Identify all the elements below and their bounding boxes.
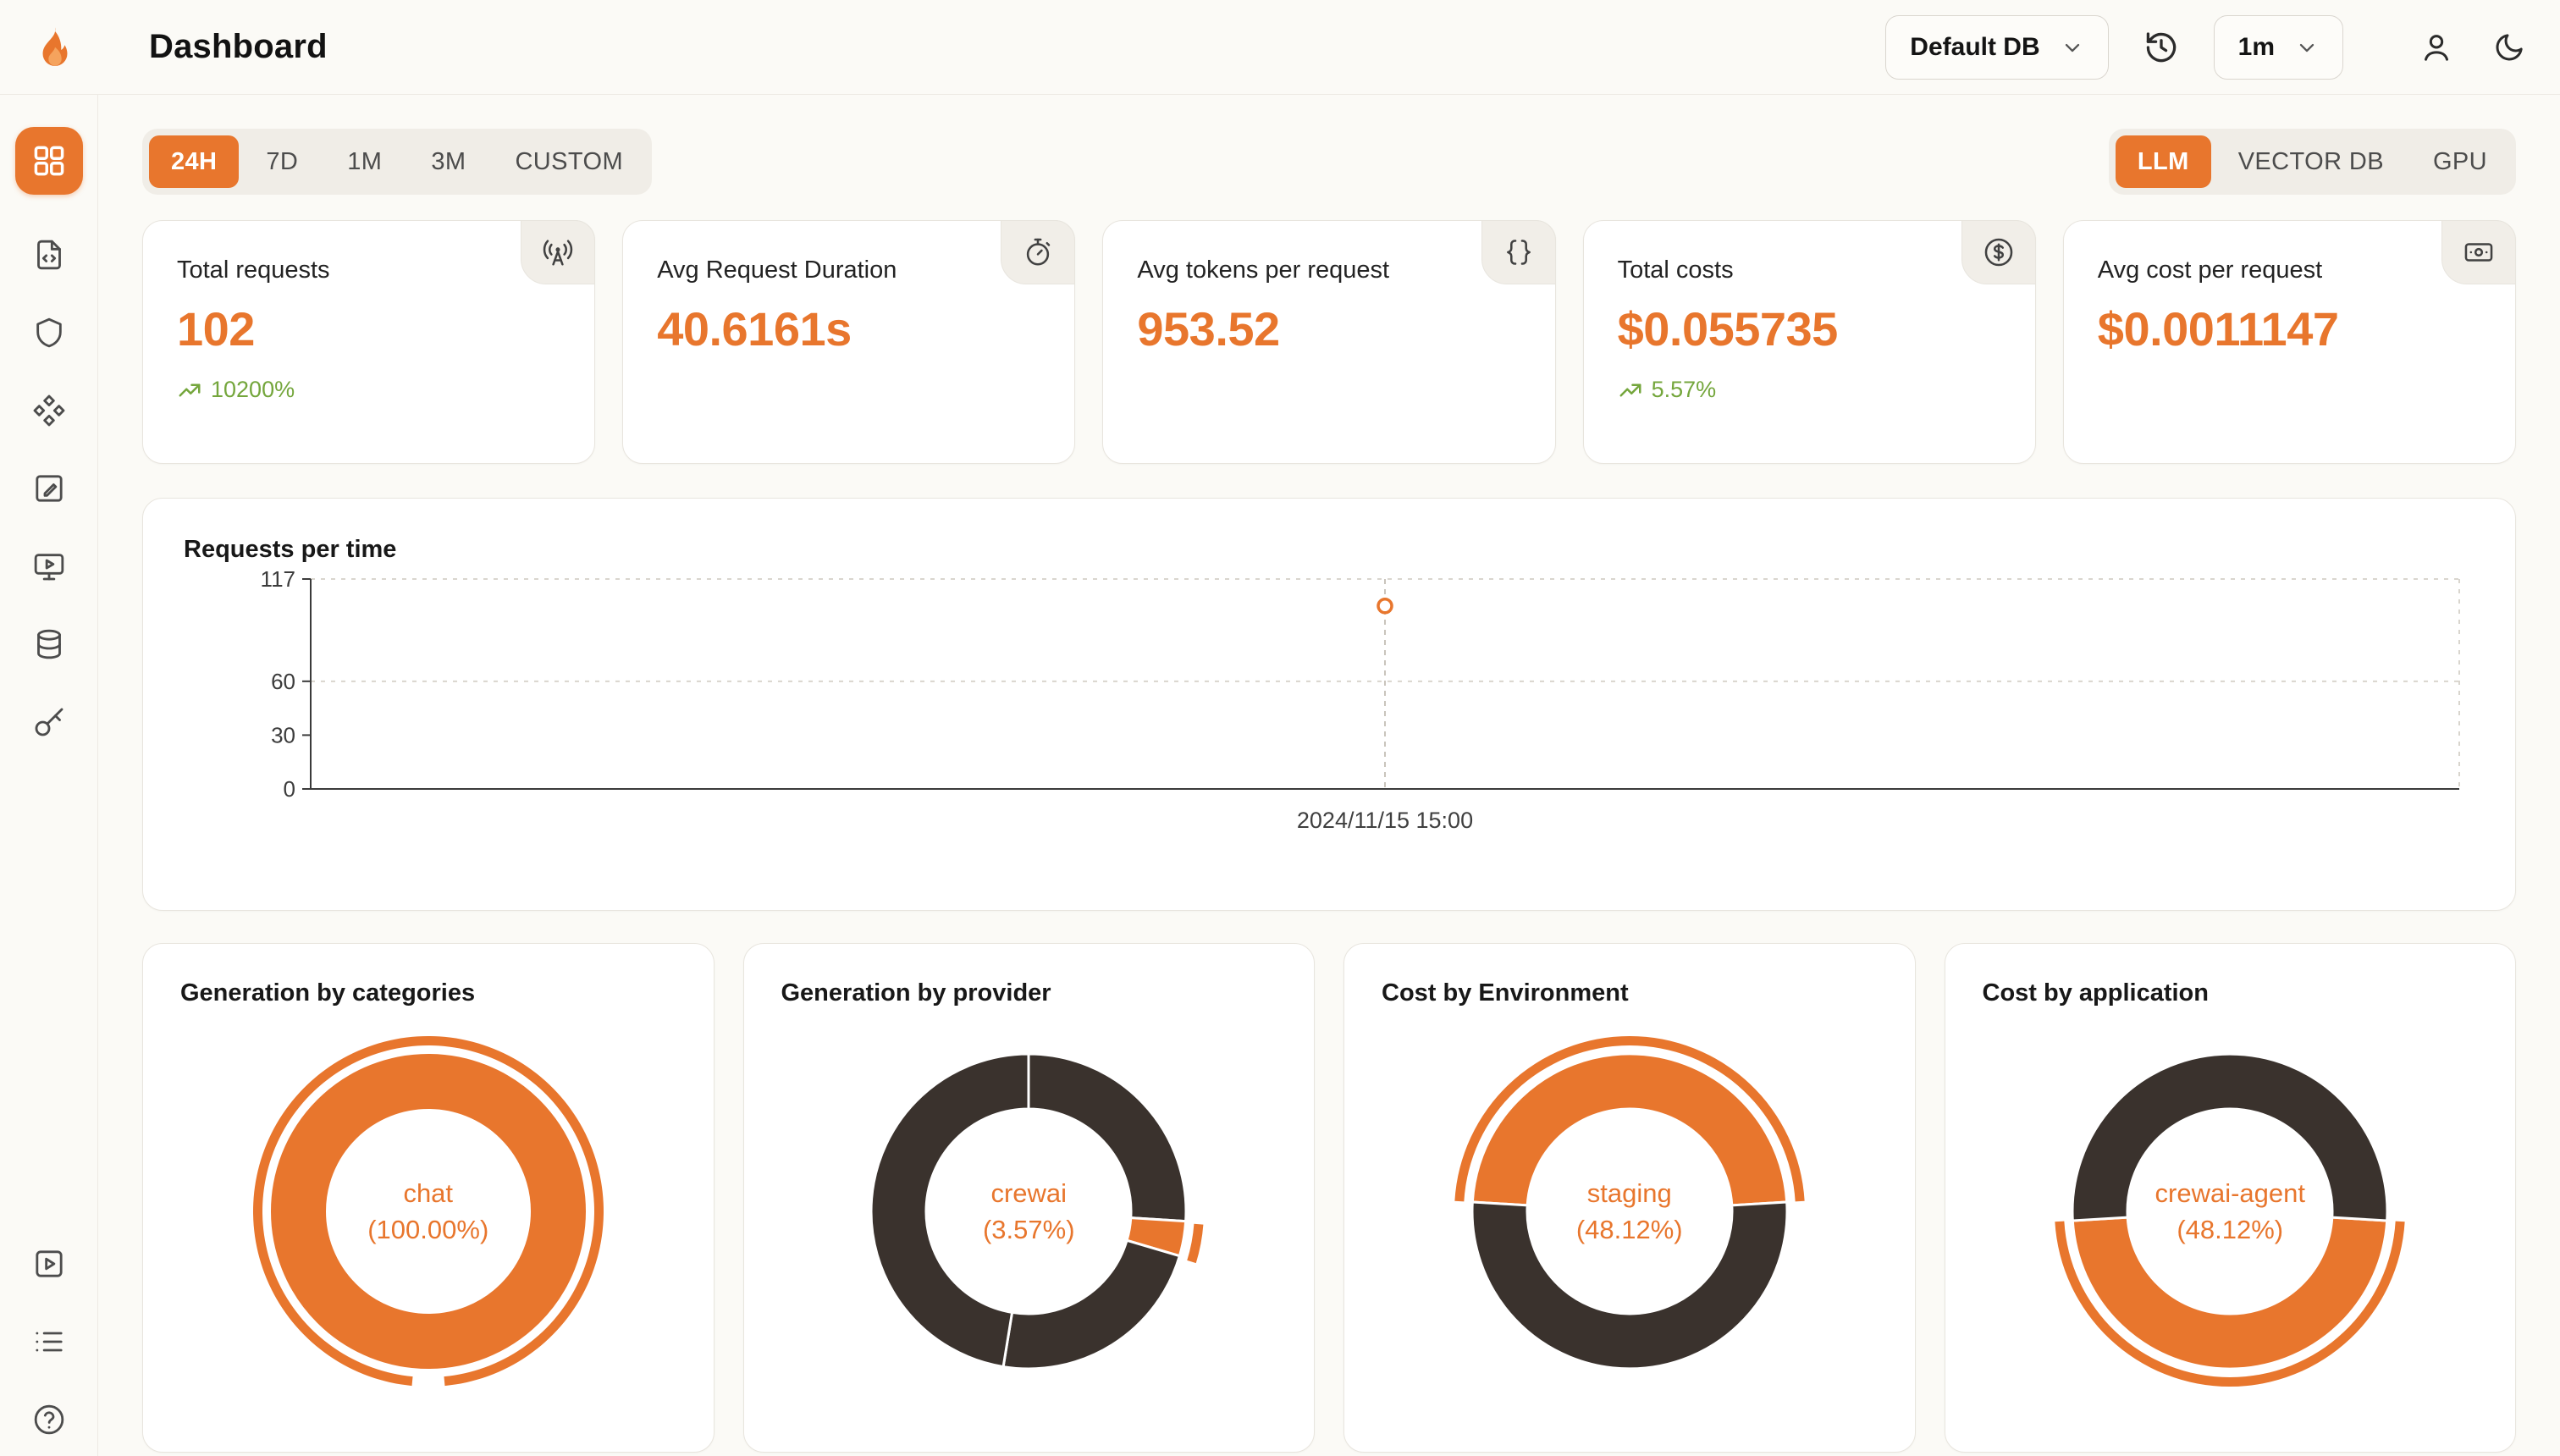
donut-chart: [869, 1052, 1204, 1371]
sidebar-item-datasets[interactable]: [31, 626, 67, 662]
stat-card-avg-tokens: Avg tokens per request 953.52: [1102, 220, 1556, 464]
banknote-icon: [2441, 220, 2516, 284]
sidebar-item-tutorials[interactable]: [31, 1246, 67, 1282]
shield-icon: [32, 316, 66, 350]
stat-delta: 10200%: [177, 377, 560, 403]
trend-up-icon: [177, 378, 202, 403]
stat-cards-row: Total requests 102 10200% Avg Request Du…: [142, 220, 2516, 464]
help-circle-icon: [32, 1403, 66, 1437]
sidebar-item-playground[interactable]: [31, 549, 67, 584]
tab-3m[interactable]: 3M: [431, 147, 466, 175]
main-content: 24H 7D 1M 3M CUSTOM LLM VECTOR DB GPU To…: [98, 95, 2560, 1453]
svg-text:2024/11/15 15:00: 2024/11/15 15:00: [1297, 808, 1473, 833]
database-icon: [32, 627, 66, 661]
shapes-icon: [32, 394, 66, 427]
top-header: Dashboard Default DB 1m: [0, 0, 2560, 95]
sidebar-item-models[interactable]: [31, 393, 67, 428]
grid-icon: [30, 142, 68, 179]
donut-card-cost-by-application: Cost by application crewai-agent (48.12%…: [1944, 943, 2516, 1453]
tab-1m[interactable]: 1M: [347, 147, 383, 175]
sidebar-item-help[interactable]: [31, 1402, 67, 1437]
stat-value: $0.0011147: [2097, 302, 2339, 356]
key-icon: [32, 705, 66, 739]
trend-up-icon: [1618, 378, 1643, 403]
tab-custom[interactable]: CUSTOM: [515, 147, 624, 175]
chevron-down-icon: [2061, 36, 2084, 59]
stat-value: 953.52: [1137, 302, 1280, 356]
donut-card-generation-by-categories: Generation by categories chat (100.00%): [142, 943, 714, 1453]
donut-title: Cost by application: [1982, 979, 2209, 1007]
chart-title: Requests per time: [184, 536, 397, 563]
tab-vector-db[interactable]: VECTOR DB: [2237, 147, 2384, 175]
stat-card-total-requests: Total requests 102 10200%: [142, 220, 596, 464]
resource-tabs: LLM VECTOR DB GPU: [2108, 129, 2516, 195]
stat-label: Total costs: [1617, 256, 1734, 284]
stopwatch-icon: [1001, 220, 1076, 284]
stat-card-total-costs: Total costs $0.055735 5.57%: [1582, 220, 2036, 464]
chevron-down-icon: [2295, 36, 2319, 59]
donut-chart: [1454, 1035, 1805, 1371]
requests-line-chart: 0 30 60 117 2024/11/15 15:00: [261, 566, 2460, 833]
svg-text:30: 30: [271, 722, 295, 747]
donut-cards-row: Generation by categories chat (100.00%) …: [142, 943, 2516, 1453]
stat-label: Avg cost per request: [2097, 256, 2323, 284]
app-logo-flame-icon[interactable]: [30, 23, 80, 72]
radio-tower-icon: [521, 220, 596, 284]
circle-dollar-icon: [1961, 220, 2036, 284]
stat-delta-value: 10200%: [211, 377, 295, 402]
donut-title: Cost by Environment: [1382, 979, 1629, 1007]
history-icon[interactable]: [2141, 27, 2182, 68]
stat-value: $0.055735: [1617, 302, 1839, 356]
tab-24h[interactable]: 24H: [149, 135, 240, 188]
page-title: Dashboard: [149, 28, 328, 65]
stat-delta: 5.57%: [1618, 377, 2001, 403]
sidebar-item-dashboard[interactable]: [14, 127, 83, 195]
requests-per-time-card: Requests per time 0 30 60 117 2024/11/15 15:…: [142, 498, 2516, 911]
moon-icon[interactable]: [2489, 27, 2530, 68]
monitor-play-icon: [32, 549, 66, 583]
sidebar-item-evaluations[interactable]: [31, 471, 67, 506]
donut-chart: [2055, 1052, 2405, 1387]
db-selector[interactable]: Default DB: [1885, 14, 2109, 80]
sidebar-nav: [0, 95, 98, 1456]
tab-gpu[interactable]: GPU: [2432, 147, 2487, 175]
sidebar-item-requests[interactable]: [31, 237, 67, 273]
tab-7d[interactable]: 7D: [266, 147, 299, 175]
stat-value: 102: [177, 302, 255, 356]
donut-title: Generation by provider: [781, 979, 1051, 1007]
interval-selector[interactable]: 1m: [2213, 14, 2343, 80]
sidebar-item-security[interactable]: [31, 315, 67, 350]
sidebar-item-api-keys[interactable]: [31, 704, 67, 740]
time-range-tabs: 24H 7D 1M 3M CUSTOM: [142, 129, 653, 195]
braces-icon: [1481, 220, 1556, 284]
stat-delta-value: 5.57%: [1651, 377, 1717, 402]
stat-card-avg-duration: Avg Request Duration 40.6161s: [622, 220, 1076, 464]
stat-label: Avg tokens per request: [1137, 256, 1390, 284]
sidebar-item-logs[interactable]: [31, 1324, 67, 1359]
stat-label: Avg Request Duration: [657, 256, 897, 284]
svg-text:117: 117: [261, 566, 295, 592]
stat-card-avg-cost: Avg cost per request $0.0011147: [2062, 220, 2516, 464]
list-icon: [32, 1325, 66, 1359]
user-icon[interactable]: [2416, 27, 2457, 68]
svg-text:60: 60: [271, 669, 295, 694]
donut-card-cost-by-environment: Cost by Environment staging (48.12%): [1343, 943, 1916, 1453]
donut-card-generation-by-provider: Generation by provider crewai (3.57%): [742, 943, 1315, 1453]
stat-label: Total requests: [177, 256, 330, 284]
svg-text:0: 0: [284, 776, 295, 802]
clipboard-edit-icon: [32, 472, 66, 505]
interval-selector-value: 1m: [2237, 32, 2275, 61]
play-square-icon: [32, 1247, 66, 1281]
file-code-icon: [32, 238, 66, 272]
tab-llm[interactable]: LLM: [2115, 135, 2211, 188]
donut-chart: [252, 1035, 604, 1387]
stat-value: 40.6161s: [657, 302, 852, 356]
db-selector-value: Default DB: [1910, 32, 2040, 61]
donut-title: Generation by categories: [180, 979, 476, 1007]
